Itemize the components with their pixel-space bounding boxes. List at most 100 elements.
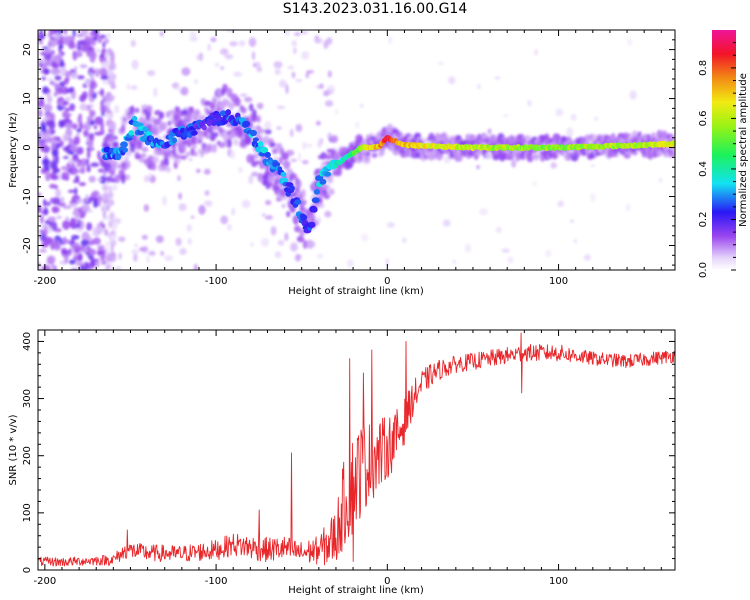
spectrogram-cell-476 — [51, 197, 61, 205]
spectrogram-cell-375 — [503, 113, 509, 118]
spectrogram-cell-120 — [198, 204, 206, 215]
spectrogram-cell-571 — [141, 234, 148, 240]
spectrogram-cell-1910 — [120, 141, 128, 149]
spectrogram-y-ticks: -20 -10 0 10 20 — [22, 29, 675, 266]
spectrogram-cell-647 — [110, 53, 115, 63]
spectrogram-cell-998 — [211, 143, 217, 153]
spectrogram-cell-646 — [42, 158, 50, 166]
spectrogram-cell-361 — [49, 36, 55, 40]
spectrogram-cell-684 — [43, 207, 49, 216]
colorbar-tick-label: 0.8 — [698, 60, 709, 76]
spectrogram-cell-948 — [185, 151, 191, 157]
y-tick-label: 10 — [22, 92, 33, 105]
spectrogram-cell-87 — [318, 83, 324, 89]
spectrogram-cell-165 — [146, 255, 150, 264]
spectrogram-cell-435 — [555, 108, 564, 117]
spectrogram-cell-108 — [160, 250, 165, 256]
spectrogram-cell-734 — [360, 103, 364, 109]
y-tick-label: 200 — [22, 446, 33, 465]
spectrogram-cell-227 — [229, 41, 238, 47]
spectrogram-cell-338 — [550, 162, 557, 169]
spectrogram-cell-2027 — [260, 146, 269, 154]
spectrogram-cell-2080 — [324, 171, 332, 177]
spectrogram-cell-1933 — [148, 135, 155, 142]
spectrogram-cell-971 — [198, 139, 203, 144]
spectrogram-cell-358 — [144, 175, 150, 183]
spectrogram-cell-829 — [125, 160, 131, 169]
spectrogram-cell-499 — [102, 61, 110, 66]
spectrogram-cell-640 — [207, 43, 212, 52]
spectrogram-cell-702 — [315, 120, 321, 126]
spectrogram-cell-130 — [203, 168, 211, 175]
spectrogram-cell-756 — [42, 68, 51, 75]
spectrogram-cell-563 — [88, 133, 95, 143]
spectrogram-cell-1057 — [242, 107, 248, 112]
spectrogram-cell-840 — [129, 142, 136, 153]
y-tick-label: 300 — [22, 389, 33, 408]
spectrogram-cell-613 — [92, 37, 98, 41]
spectrogram-cell-318 — [100, 34, 107, 39]
spectrogram-cell-577 — [226, 224, 233, 231]
spectrogram-cell-726 — [76, 162, 82, 168]
spectrogram-cell-1188 — [307, 240, 316, 249]
spectrogram-cell-531 — [58, 119, 65, 128]
colorbar: 0.0 0.2 0.4 0.6 0.8 Normalized spectral ampl… — [698, 30, 749, 278]
spectrogram-cell-775 — [97, 150, 101, 160]
spectrogram-cell-921 — [172, 146, 177, 156]
spectrogram-cell-766 — [61, 247, 67, 254]
spectrogram-cell-20 — [204, 190, 210, 196]
spectrogram-cell-773 — [68, 40, 76, 49]
spectrogram-cell-193 — [291, 71, 296, 79]
spectrogram-cell-1217 — [323, 185, 331, 190]
spectrogram-cell-643 — [53, 241, 62, 251]
spectrogram-cell-364 — [84, 121, 91, 131]
spectrogram-cell-609 — [61, 171, 70, 180]
spectrogram-cell-225 — [101, 260, 107, 265]
spectrogram-cell-667 — [79, 39, 86, 44]
spectrogram-cell-663 — [583, 254, 591, 261]
spectrogram-cell-297 — [385, 257, 389, 267]
spectrogram-cell-426 — [388, 36, 392, 45]
spectrogram-cell-606 — [124, 174, 131, 181]
spectrogram-cell-626 — [86, 164, 91, 173]
spectrogram-cell-362 — [241, 199, 251, 209]
spectrogram-cell-105 — [306, 143, 313, 148]
spectrogram-cell-776 — [77, 46, 82, 51]
spectrogram-cell-872 — [146, 105, 153, 114]
spectrogram-x-ticks: -200 -100 0 100 — [33, 30, 662, 287]
spectrogram-cell-1224 — [326, 177, 334, 184]
spectrogram-cell-211 — [47, 201, 51, 206]
spectrogram-cell-758 — [495, 226, 502, 233]
spectrogram-cell-98 — [57, 202, 66, 207]
spectrogram-cell-67 — [290, 158, 297, 162]
spectrogram-cell-745 — [88, 235, 92, 243]
spectrogram-cell-188 — [278, 79, 287, 88]
spectrogram-cell-1110 — [268, 176, 275, 182]
spectrogram-cell-36 — [402, 237, 407, 243]
spectrogram-cell-839 — [130, 105, 135, 116]
spectrogram-cell-981 — [201, 149, 209, 154]
spectrogram-cell-1542 — [489, 134, 497, 139]
spectrogram-cell-533 — [106, 203, 110, 211]
spectrogram-cell-683 — [110, 243, 114, 254]
spectrogram-cell-127 — [188, 158, 193, 162]
spectrogram-cell-395 — [179, 248, 187, 255]
spectrogram-cell-937 — [179, 155, 188, 160]
spectrogram-cell-109 — [96, 48, 100, 54]
spectrogram-cell-356 — [284, 30, 290, 37]
spectrogram-cell-778 — [324, 100, 334, 107]
spectrogram-cell-679 — [302, 160, 309, 165]
spectrogram-cell-1136 — [281, 152, 289, 161]
spectrogram-cell-328 — [448, 76, 456, 85]
spectrogram-cell-1092 — [258, 128, 266, 133]
spectrogram-cell-593 — [101, 224, 106, 229]
spectrogram-cell-622 — [71, 211, 80, 215]
spectrogram-cell-1113 — [269, 142, 276, 148]
spectrogram-cell-44 — [39, 229, 45, 233]
spectrogram-cell-779 — [62, 133, 70, 142]
spectrogram-cell-659 — [274, 69, 282, 75]
spectrogram-cell-1969 — [191, 130, 198, 136]
spectrogram-cell-692 — [69, 103, 76, 112]
spectrogram-cell-959 — [191, 135, 198, 146]
snr-panel: -200 -100 0 100 0 100 200 300 400 Height of str… — [8, 329, 676, 596]
